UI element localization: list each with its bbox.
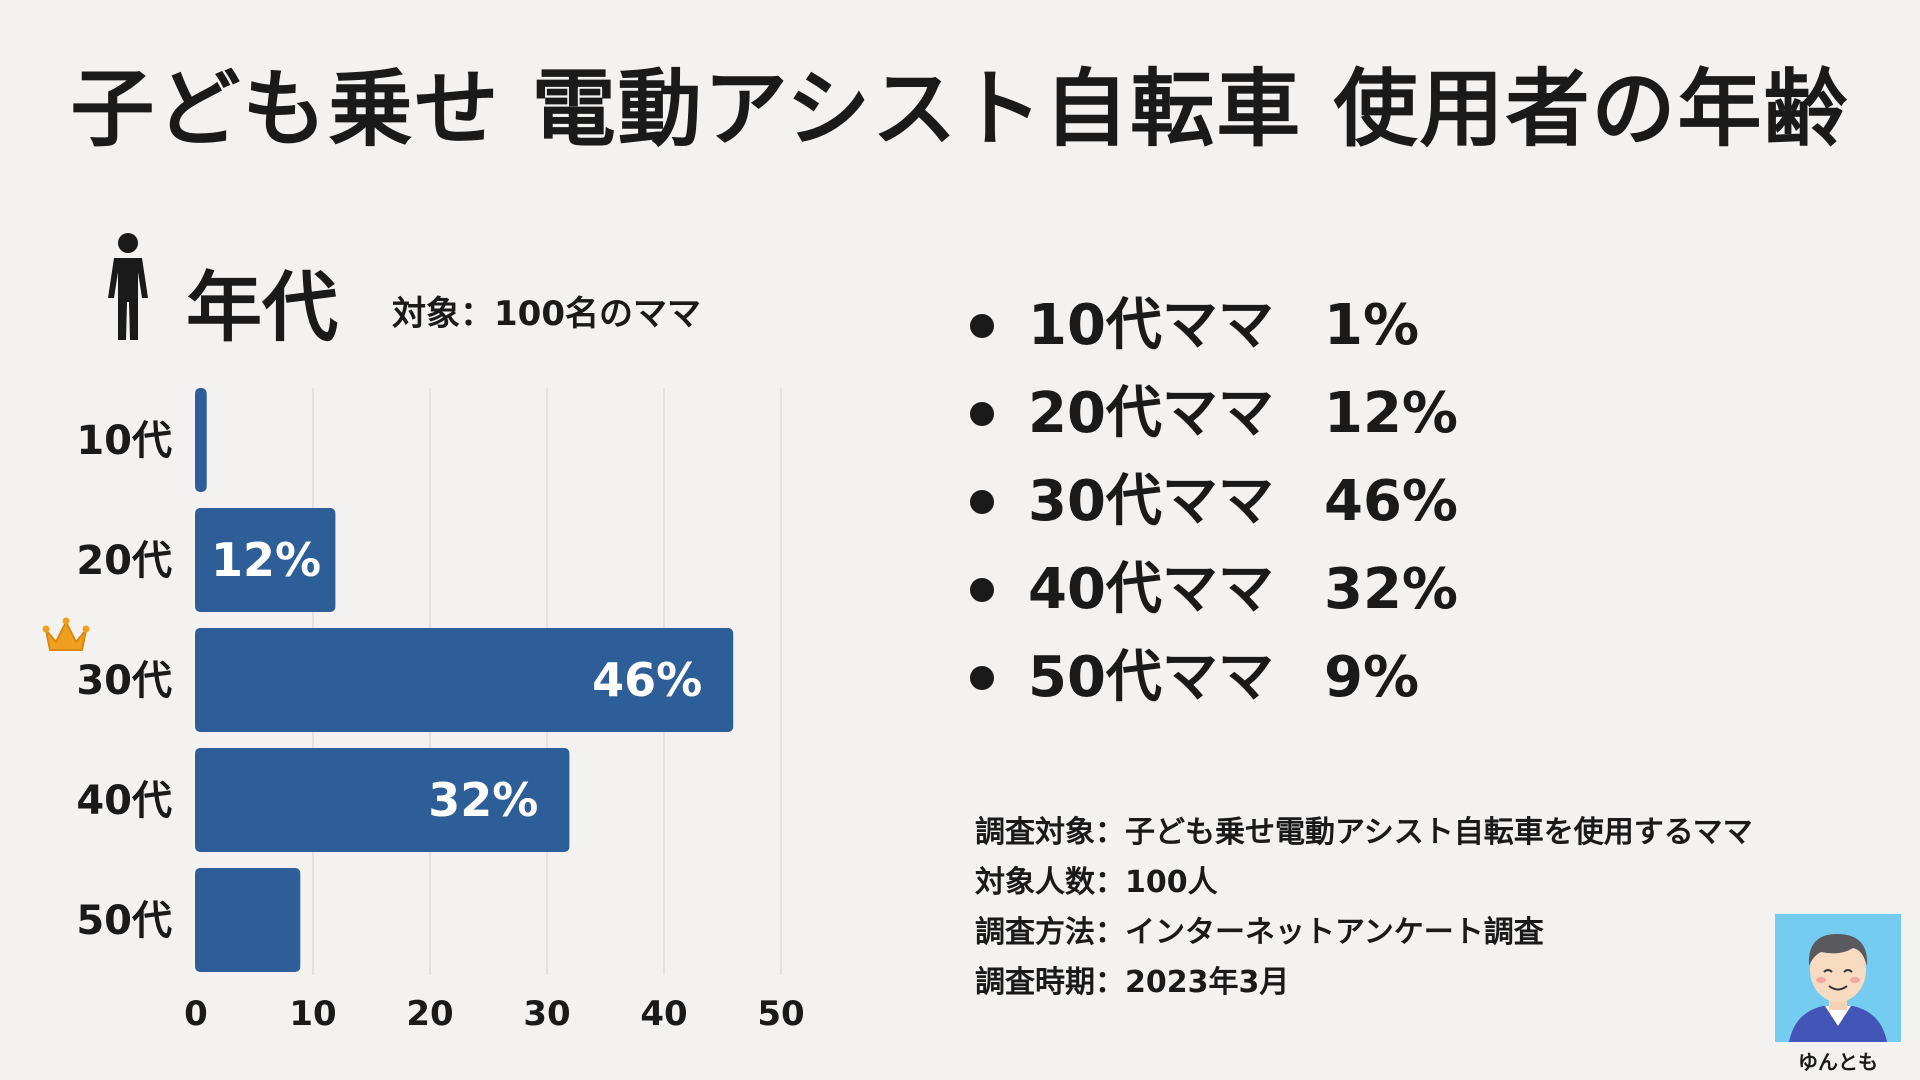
bar	[195, 868, 301, 972]
category-label: 20代	[76, 538, 172, 584]
summary-item: 10代ママ 1%	[970, 282, 1458, 370]
section-title: 年代	[186, 263, 338, 352]
bar-value-label: 46%	[592, 653, 702, 707]
summary-label: 50代ママ	[1028, 645, 1274, 710]
summary-value: 32%	[1324, 557, 1459, 622]
survey-count: 対象人数：100人	[975, 865, 1218, 900]
category-label: 50代	[76, 898, 172, 944]
crown-icon	[42, 617, 90, 651]
summary-item: 40代ママ 32%	[970, 546, 1458, 634]
subject-label: 対象：100名のママ	[392, 294, 701, 334]
survey-period: 調査時期：2023年3月	[975, 965, 1290, 1000]
category-label: 10代	[76, 418, 172, 464]
summary-value: 1%	[1324, 293, 1420, 358]
x-tick-label: 40	[640, 994, 687, 1034]
survey-method: 調査方法：インターネットアンケート調査	[975, 915, 1544, 950]
summary-value: 46%	[1324, 469, 1459, 534]
bullet-dot	[970, 314, 994, 338]
bar	[195, 508, 336, 612]
x-tick-label: 30	[523, 994, 570, 1034]
summary-label: 30代ママ	[1028, 469, 1274, 534]
page-title: 子ども乗せ 電動アシスト自転車 使用者の年齢	[70, 60, 1850, 158]
x-tick-label: 50	[757, 994, 804, 1034]
bullet-dot	[970, 402, 994, 426]
summary-value: 12%	[1324, 381, 1459, 446]
bullet-dot	[970, 490, 994, 514]
bullet-dot	[970, 666, 994, 690]
survey-info: 調査対象：子ども乗せ電動アシスト自転車を使用するママ 対象人数：100人 調査方…	[975, 808, 1753, 1008]
x-tick-label: 0	[184, 994, 208, 1034]
x-tick-label: 20	[406, 994, 453, 1034]
bullet-dot	[970, 578, 994, 602]
bar	[195, 388, 207, 492]
summary-value: 9%	[1324, 645, 1420, 710]
category-label: 30代	[76, 658, 172, 704]
age-bar-chart: 0 10 20 30 40 50 10代 20代 12% 30代 46% 40代 32% 50代	[76, 388, 805, 1034]
survey-target: 調査対象：子ども乗せ電動アシスト自転車を使用するママ	[975, 815, 1753, 850]
summary-label: 20代ママ	[1028, 381, 1274, 446]
summary-label: 10代ママ	[1028, 293, 1274, 358]
category-label: 40代	[76, 778, 172, 824]
avatar-illustration	[1789, 934, 1887, 1042]
x-tick-label: 10	[289, 994, 336, 1034]
bar-value-label: 12%	[211, 533, 321, 587]
summary-label: 40代ママ	[1028, 557, 1274, 622]
summary-list: 10代ママ 1% 20代ママ 12% 30代ママ 46% 40代ママ 32% 50代ママ…	[970, 282, 1458, 722]
summary-item: 50代ママ 9%	[970, 634, 1458, 722]
avatar-name: ゆんとも	[1798, 1050, 1878, 1074]
bar	[195, 628, 734, 732]
bar-value-label: 32%	[428, 773, 538, 827]
avatar	[1775, 914, 1901, 1042]
summary-item: 20代ママ 12%	[970, 370, 1458, 458]
bar	[195, 748, 570, 852]
person-icon	[108, 233, 148, 340]
summary-item: 30代ママ 46%	[970, 458, 1458, 546]
